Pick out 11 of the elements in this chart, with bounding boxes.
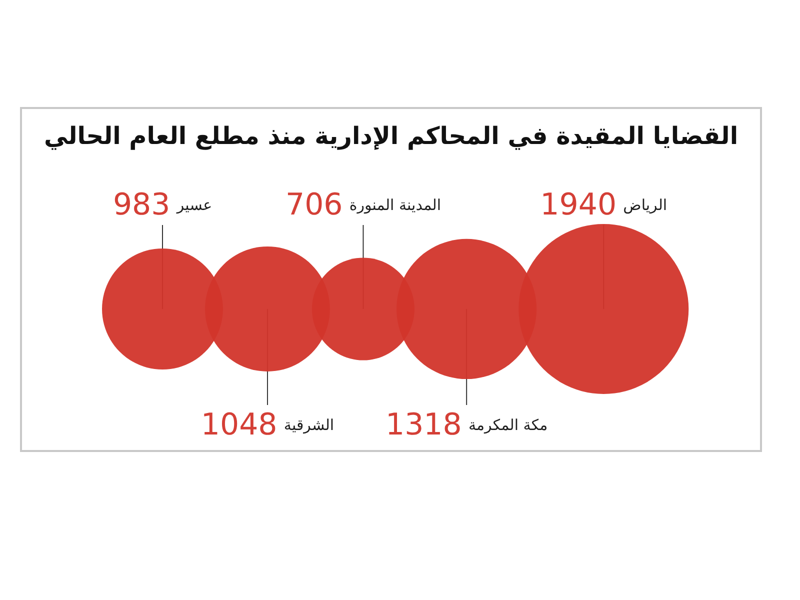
data-label: 706: [285, 188, 343, 222]
data-label: 1940: [540, 188, 617, 222]
text: القضايا المقيدة في المحاكم الإدارية منذ مطلع العام الحالي: [44, 122, 738, 150]
category-label: المدينة المنورة: [349, 196, 441, 214]
category-label: الرياض: [623, 196, 668, 214]
category-label: الشرقية: [284, 416, 334, 434]
category-label: عسير: [176, 196, 212, 214]
category-label: مكة المكرمة: [468, 416, 548, 434]
data-label: 983: [112, 188, 170, 222]
data-label: 1318: [385, 408, 462, 442]
data-label: 1048: [200, 408, 278, 442]
